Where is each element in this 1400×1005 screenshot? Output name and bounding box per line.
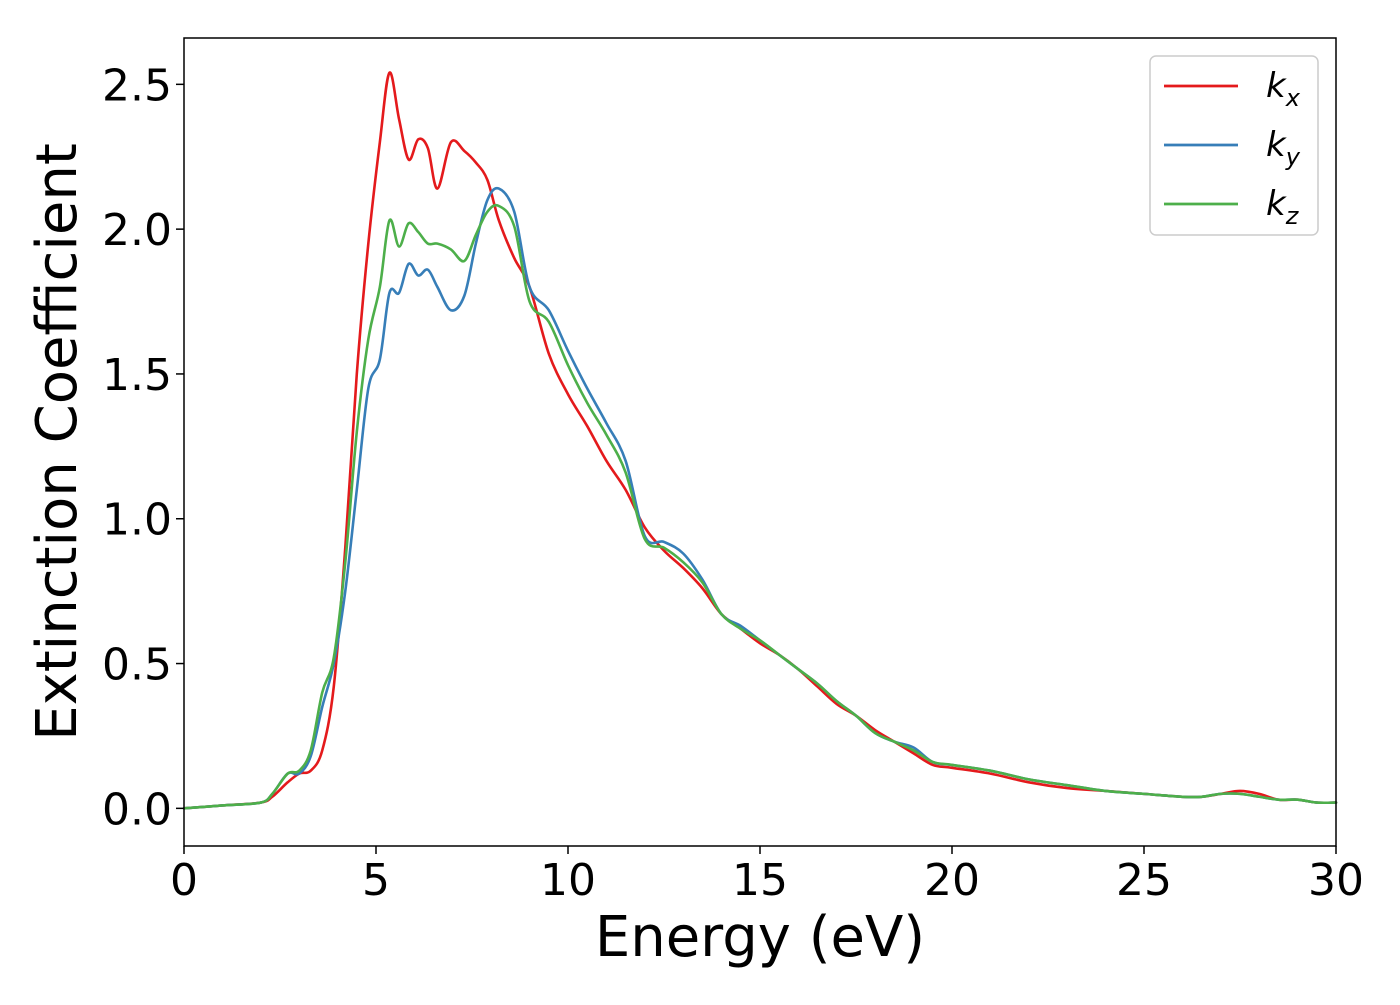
- series-line-ky: [182, 186, 1338, 810]
- y-tick-label: 1.0: [102, 495, 172, 546]
- x-tick-label: 5: [362, 855, 390, 906]
- y-tick-label: 0.5: [102, 640, 172, 691]
- series-layer: [182, 71, 1338, 810]
- x-tick-label: 25: [1116, 855, 1172, 906]
- legend-entries: kx ky kz: [1164, 66, 1301, 230]
- x-axis-ticks: 0 5 10 15 20 25 30: [170, 846, 1364, 906]
- legend: kx ky kz: [1149, 55, 1319, 236]
- series-line-kx: [182, 71, 1338, 810]
- legend-label-kz: kz: [1266, 184, 1300, 230]
- x-tick-label: 20: [924, 855, 980, 906]
- x-tick-label: 10: [540, 855, 596, 906]
- y-tick-label: 1.5: [102, 350, 172, 401]
- legend-label-ky: ky: [1266, 125, 1301, 171]
- y-axis-title: Extinction Coefficient: [25, 143, 90, 741]
- y-tick-label: 2.0: [102, 205, 172, 256]
- x-tick-label: 0: [170, 855, 198, 906]
- legend-label-kx: kx: [1266, 66, 1301, 112]
- x-tick-label: 15: [732, 855, 788, 906]
- x-tick-label: 30: [1308, 855, 1364, 906]
- x-axis-title: Energy (eV): [595, 905, 925, 970]
- y-tick-label: 0.0: [102, 784, 172, 835]
- y-tick-label: 2.5: [102, 60, 172, 111]
- series-line-kz: [182, 203, 1338, 810]
- y-axis-ticks: 0.0 0.5 1.0 1.5 2.0 2.5: [102, 60, 184, 835]
